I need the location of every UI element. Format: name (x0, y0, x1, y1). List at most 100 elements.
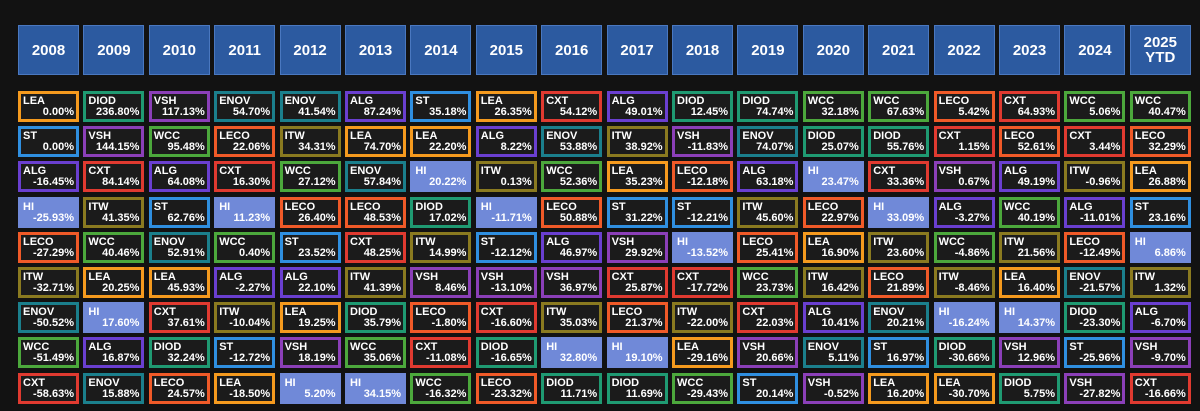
return-cell: LECO 22.97% (802, 196, 864, 228)
return-value: 41.54% (298, 106, 336, 118)
return-cell: ENOV 41.54% (279, 91, 341, 122)
ticker-label: LEA (219, 376, 242, 389)
return-cell: WCC 27.12% (279, 161, 341, 193)
return-cell: LEA 19.25% (279, 302, 341, 334)
return-value: 64.93% (1017, 106, 1055, 118)
return-value: 1.15% (958, 141, 990, 154)
return-value: 35.03% (559, 317, 598, 330)
year-header: 2008 (18, 25, 79, 75)
return-cell: ITW -10.04% (214, 302, 276, 334)
return-cell: DIOD 32.24% (148, 337, 210, 369)
ticker-label: HI (350, 376, 361, 389)
return-value: 35.18% (429, 106, 467, 118)
return-value: 84.14% (102, 176, 140, 189)
ticker-label: WCC (1004, 200, 1031, 213)
ticker-label: ST (873, 341, 888, 354)
ticker-label: LECO (611, 306, 643, 319)
return-value: 20.66% (756, 352, 794, 365)
ticker-label: VSH (611, 235, 635, 248)
return-value: -29.43% (687, 387, 728, 400)
return-value: -0.52% (823, 387, 859, 400)
return-value: -30.66% (948, 352, 990, 365)
ticker-label: HI (88, 306, 100, 319)
ticker-label: LEA (480, 95, 503, 107)
return-value: -23.30% (1079, 317, 1121, 330)
year-header: 2013 (345, 25, 406, 75)
return-cell: LEA 45.93% (148, 267, 210, 298)
return-value: 11.23% (233, 211, 271, 224)
return-cell: HI 34.15% (345, 372, 406, 404)
ticker-label: HI (807, 165, 819, 178)
return-cell: ITW 38.92% (606, 126, 668, 158)
return-value: 20.25% (102, 282, 140, 294)
ticker-label: ALG (1004, 165, 1028, 178)
ticker-label: CXT (415, 341, 438, 354)
return-cell: LECO 48.53% (345, 196, 406, 228)
return-cell: LEA 22.20% (410, 126, 472, 158)
return-cell: LECO 5.42% (933, 91, 995, 122)
ticker-label: LECO (873, 271, 904, 283)
ticker-label: VSH (1134, 341, 1158, 354)
return-cell: ALG 49.01% (606, 91, 668, 122)
ticker-label: HI (23, 200, 34, 213)
return-cell: LEA -18.50% (214, 372, 276, 404)
return-cell: WCC 40.47% (1129, 91, 1191, 122)
ticker-label: LECO (284, 200, 316, 213)
return-value: 46.97% (559, 246, 598, 259)
return-value: 31.22% (625, 211, 663, 224)
ticker-label: WCC (873, 95, 900, 107)
return-cell: ST 35.18% (410, 91, 472, 122)
return-cell: ITW 0.13% (475, 161, 537, 193)
ticker-label: LECO (546, 200, 577, 213)
ticker-label: ITW (1134, 271, 1155, 283)
return-value: 1.32% (1154, 282, 1186, 294)
return-value: 3.44% (1089, 141, 1121, 154)
return-cell: DIOD -16.65% (475, 337, 537, 369)
ticker-label: ITW (350, 271, 371, 283)
ticker-label: HI (611, 341, 623, 354)
return-cell: CXT -58.63% (18, 372, 79, 404)
return-cell: ITW -22.00% (672, 302, 733, 334)
ticker-label: ALG (546, 235, 570, 248)
return-value: 6.86% (1154, 246, 1186, 259)
return-value: -6.70% (1150, 317, 1186, 330)
return-cell: HI 33.09% (868, 196, 930, 228)
return-value: -12.18% (687, 176, 728, 189)
return-value: 74.70% (363, 141, 401, 154)
return-cell: ENOV 5.11% (802, 337, 864, 369)
ticker-label: CXT (546, 95, 569, 107)
ticker-label: CXT (88, 165, 111, 178)
return-cell: ST -12.21% (672, 196, 733, 228)
ticker-label: ALG (219, 271, 243, 283)
return-value: 34.31% (298, 141, 336, 154)
ticker-label: DIOD (611, 376, 640, 389)
ticker-label: ENOV (219, 95, 251, 107)
return-cell: ALG -11.01% (1064, 196, 1126, 228)
return-cell: HI 11.23% (214, 196, 276, 228)
ticker-label: HI (1004, 306, 1015, 319)
year-header: 2022 (933, 25, 995, 75)
return-value: 87.24% (363, 106, 401, 118)
return-value: 17.60% (102, 317, 140, 330)
ticker-label: DIOD (546, 376, 574, 389)
return-cell: ITW 16.42% (802, 267, 864, 298)
year-header: 2023 (999, 25, 1060, 75)
return-cell: LECO -27.29% (18, 231, 79, 263)
return-cell: ST 23.52% (279, 231, 341, 263)
return-value: 20.21% (886, 317, 925, 330)
return-cell: VSH 29.92% (606, 231, 668, 263)
return-cell: ALG 63.18% (737, 161, 799, 193)
return-cell: LECO 52.61% (999, 126, 1060, 158)
ticker-label: CXT (938, 130, 961, 143)
ticker-label: HI (284, 376, 296, 389)
return-cell: LECO 24.57% (148, 372, 210, 404)
ticker-label: LECO (480, 376, 512, 389)
ticker-label: DIOD (938, 341, 967, 354)
return-cell: ST -12.12% (475, 231, 537, 263)
ticker-label: CXT (1069, 130, 1092, 143)
year-header: 2025 YTD (1129, 25, 1191, 75)
ticker-label: LEA (1004, 271, 1026, 283)
ticker-label: HI (219, 200, 231, 213)
return-value: 5.06% (1089, 106, 1121, 118)
return-cell: ITW -8.46% (933, 267, 995, 298)
